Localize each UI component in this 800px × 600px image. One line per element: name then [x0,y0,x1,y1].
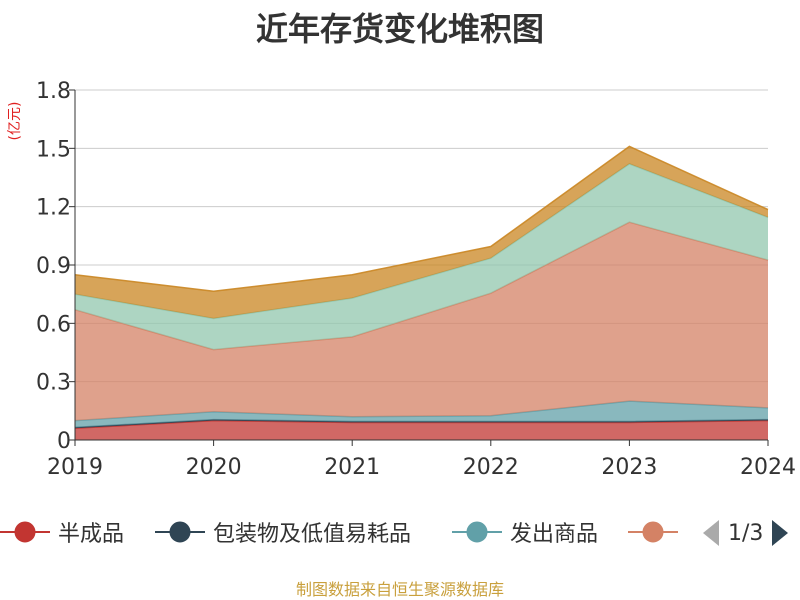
legend-page-indicator: 1/3 [728,520,764,546]
data-source-note: 制图数据来自恒生聚源数据库 [295,580,504,599]
x-tick-label: 2023 [601,455,657,480]
chevron-right-icon [772,520,789,546]
x-tick-label: 2020 [186,455,242,480]
area-series-5 [75,146,768,319]
y-tick-label: 0.9 [36,254,71,279]
x-tick-label: 2021 [324,455,380,480]
legend-label: 半成品 [58,522,125,547]
legend-marker-packaging [155,521,205,543]
legend-label: 发出商品 [510,522,599,547]
legend-item-semi-finished[interactable]: 半成品 [0,514,124,550]
y-tick-label: 0 [57,429,71,454]
legend-marker-raw-materials [628,521,678,543]
x-tick-label: 2019 [47,455,103,480]
legend-label: 包装物及低值易耗品 [213,522,412,547]
stacked-area-chart: 0 0.3 0.6 0.9 1.2 1.5 1.8 2019 2020 2021 2022 2023 2… [36,79,796,480]
legend-item-goods-shipped[interactable]: 发出商品 [452,514,598,550]
legend-item-raw-materials[interactable] [628,514,686,550]
x-tick-label: 2022 [463,455,519,480]
y-tick-label: 1.8 [36,79,71,104]
area-series-0 [75,420,768,440]
legend-pager: 1/3 [700,514,791,552]
chevron-left-icon [703,520,719,546]
area-series-4 [75,163,768,350]
series-line-5 [74,145,769,293]
y-tick-label: 0.6 [36,312,71,337]
y-tick-label: 1.5 [36,137,71,162]
legend-prev-page-button[interactable] [700,518,722,548]
legend-next-page-button[interactable] [769,518,791,548]
legend-marker-semi-finished [0,521,50,543]
chart-title: 近年存货变化堆积图 [255,10,544,48]
legend-marker-goods-shipped [452,521,502,543]
legend: 半成品 包装物及低值易耗品 发出商品 1/3 [0,514,800,554]
y-tick-label: 0.3 [36,371,71,396]
area-series-2 [75,401,768,428]
y-tick-label: 1.2 [36,196,71,221]
x-tick-label: 2024 [740,455,796,480]
legend-item-packaging[interactable]: 包装物及低值易耗品 [155,514,411,550]
area-series-3 [75,222,768,421]
